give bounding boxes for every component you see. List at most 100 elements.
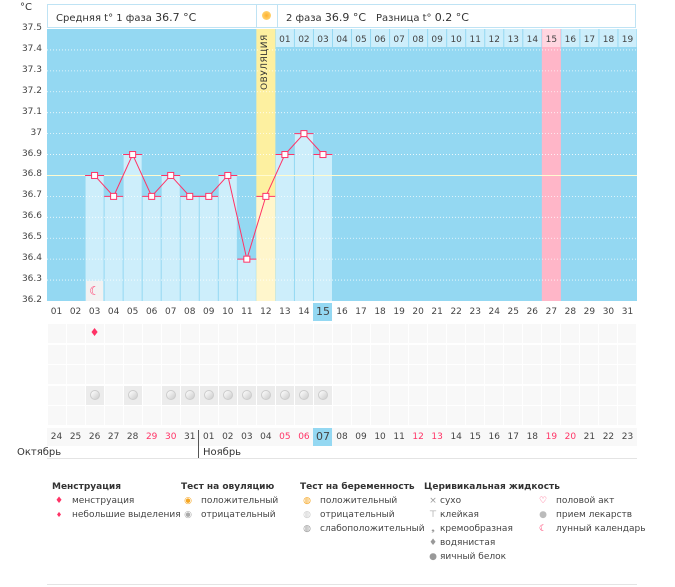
symptom-cell[interactable] (66, 406, 85, 425)
cycle-day-label[interactable]: 01 (50, 307, 63, 317)
symptom-cell[interactable] (104, 385, 123, 405)
calendar-date[interactable]: 12 (408, 428, 428, 446)
symptom-cell[interactable] (561, 365, 580, 384)
symptom-cell[interactable] (466, 406, 485, 425)
symptom-cell[interactable] (371, 365, 390, 384)
symptom-cell[interactable] (294, 324, 313, 343)
symptom-cell[interactable] (66, 324, 85, 343)
symptom-cell[interactable] (371, 324, 390, 343)
symptom-cell[interactable] (599, 324, 618, 343)
symptom-cell[interactable] (561, 324, 580, 343)
symptom-cell[interactable] (390, 324, 409, 343)
symptom-cell[interactable] (142, 406, 161, 425)
symptom-cell[interactable] (256, 324, 275, 343)
symptom-cell[interactable] (485, 344, 504, 364)
cycle-day-label[interactable]: 14 (298, 307, 310, 317)
symptom-cell[interactable] (313, 406, 332, 425)
symptom-cell[interactable] (561, 385, 580, 405)
symptom-cell[interactable] (523, 365, 542, 384)
symptom-cell[interactable] (371, 406, 390, 425)
symptom-cell[interactable] (275, 406, 294, 425)
calendar-date[interactable]: 30 (161, 428, 181, 446)
cycle-day-label[interactable]: 24 (488, 307, 500, 317)
symptom-cell[interactable] (256, 344, 275, 364)
symptom-cell[interactable] (237, 406, 256, 425)
symptom-cell[interactable] (428, 406, 447, 425)
symptom-cell[interactable] (504, 344, 523, 364)
symptom-cell[interactable] (409, 406, 428, 425)
symptom-cell[interactable] (599, 365, 618, 384)
cycle-day-label[interactable]: 29 (583, 307, 596, 317)
symptom-cell[interactable] (580, 385, 599, 405)
symptom-cell[interactable] (180, 324, 199, 343)
symptom-cell[interactable] (371, 344, 390, 364)
symptom-cell[interactable] (123, 406, 142, 425)
symptom-cell[interactable] (142, 344, 161, 364)
symptom-cell[interactable] (523, 344, 542, 364)
calendar-date[interactable]: 16 (484, 428, 504, 446)
symptom-cell[interactable] (485, 365, 504, 384)
calendar-date[interactable]: 11 (389, 428, 409, 446)
symptom-cell[interactable] (104, 365, 123, 384)
symptom-cell[interactable] (447, 365, 466, 384)
symptom-cell[interactable] (275, 344, 294, 364)
symptom-cell[interactable] (580, 324, 599, 343)
symptom-cell[interactable] (161, 324, 180, 343)
symptom-cell[interactable] (485, 406, 504, 425)
cycle-day-label[interactable]: 22 (450, 307, 462, 317)
symptom-cell[interactable] (142, 385, 161, 405)
symptom-cell[interactable] (352, 385, 371, 405)
symptom-cell[interactable] (599, 385, 618, 405)
symptom-cell[interactable] (409, 385, 428, 405)
symptom-cell[interactable] (123, 365, 142, 384)
symptom-cell[interactable] (218, 406, 237, 425)
symptom-cell[interactable] (390, 385, 409, 405)
symptom-cell[interactable] (332, 385, 351, 405)
cycle-day-label[interactable]: 27 (545, 307, 558, 317)
symptom-cell[interactable] (313, 324, 332, 343)
symptom-cell[interactable] (466, 344, 485, 364)
symptom-cell[interactable] (618, 324, 637, 343)
symptom-cell[interactable] (85, 324, 104, 343)
symptom-cell[interactable] (618, 385, 637, 405)
symptom-cell[interactable] (523, 385, 542, 405)
symptom-cell[interactable] (504, 385, 523, 405)
symptom-cell[interactable] (504, 406, 523, 425)
symptom-cell[interactable] (47, 365, 66, 384)
cycle-day-label[interactable]: 07 (164, 307, 177, 317)
symptom-cell[interactable] (409, 365, 428, 384)
symptom-cell[interactable] (218, 365, 237, 384)
symptom-cell[interactable] (352, 344, 371, 364)
calendar-date[interactable]: 24 (47, 428, 67, 446)
symptom-cell[interactable] (294, 406, 313, 425)
cycle-day-label[interactable]: 08 (184, 307, 196, 317)
symptom-cell[interactable] (180, 406, 199, 425)
cycle-day-label[interactable]: 31 (621, 307, 634, 317)
symptom-cell[interactable] (85, 365, 104, 384)
symptom-cell[interactable] (237, 344, 256, 364)
symptom-cell[interactable] (85, 406, 104, 425)
cycle-day-label[interactable]: 15 (313, 303, 333, 321)
symptom-cell[interactable] (428, 385, 447, 405)
calendar-date[interactable]: 14 (446, 428, 466, 446)
symptom-cell[interactable] (352, 406, 371, 425)
cycle-day-label[interactable]: 28 (564, 307, 577, 317)
calendar-date[interactable]: 17 (503, 428, 523, 446)
calendar-date[interactable]: 09 (351, 428, 371, 446)
symptom-cell[interactable] (447, 385, 466, 405)
cycle-day-label[interactable]: 09 (203, 307, 215, 317)
calendar-date[interactable]: 01 (199, 428, 219, 446)
calendar-date[interactable]: 05 (275, 428, 295, 446)
symptom-cell[interactable] (542, 406, 561, 425)
calendar-date[interactable]: 04 (256, 428, 276, 446)
calendar-date[interactable]: 08 (332, 428, 352, 446)
symptom-cell[interactable] (390, 365, 409, 384)
symptom-cell[interactable] (256, 406, 275, 425)
calendar-date[interactable]: 07 (313, 428, 333, 446)
symptom-cell[interactable] (104, 344, 123, 364)
symptom-cell[interactable] (66, 385, 85, 405)
symptom-cell[interactable] (599, 344, 618, 364)
cycle-day-label[interactable]: 20 (412, 307, 424, 317)
symptom-cell[interactable] (199, 324, 218, 343)
symptom-cell[interactable] (161, 406, 180, 425)
